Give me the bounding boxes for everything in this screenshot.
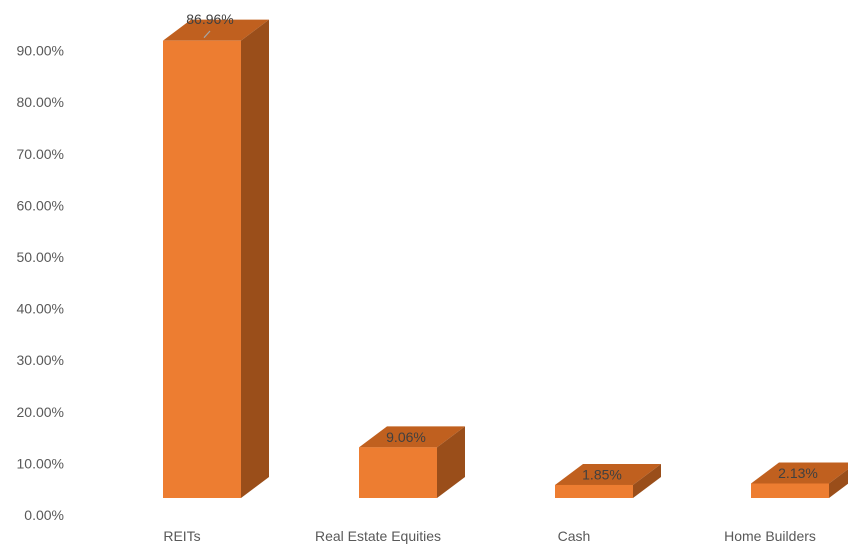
bar-top-face	[163, 19, 269, 41]
bar-front-face	[555, 484, 633, 498]
y-tick-label: 30.00%	[17, 352, 64, 368]
y-tick-label: 80.00%	[17, 94, 64, 110]
bar-side-face	[437, 426, 465, 498]
x-category-label: Home Builders	[724, 528, 816, 544]
data-label: 86.96%	[186, 11, 233, 27]
y-axis: 0.00% 10.00% 20.00% 30.00% 40.00% 50.00% 60.00…	[17, 43, 64, 523]
bar-top-face	[751, 462, 848, 484]
bar-front-face	[163, 40, 241, 498]
y-tick-label: 0.00%	[24, 507, 64, 523]
y-tick-label: 60.00%	[17, 197, 64, 213]
data-label-leader-line	[203, 30, 211, 39]
bar-side-face	[241, 19, 269, 498]
x-axis: REITs Real Estate Equities Cash Home Builde…	[163, 528, 816, 544]
bar: 2.13%	[751, 462, 848, 498]
x-category-label: Cash	[558, 528, 591, 544]
data-label: 1.85%	[582, 466, 622, 482]
x-category-label: Real Estate Equities	[315, 528, 441, 544]
data-label: 2.13%	[778, 465, 818, 481]
data-label: 9.06%	[386, 429, 426, 445]
bar-side-face	[633, 463, 661, 498]
bar: 1.85%	[555, 463, 661, 498]
y-tick-label: 70.00%	[17, 146, 64, 162]
y-tick-label: 90.00%	[17, 43, 64, 59]
x-category-label: REITs	[163, 528, 200, 544]
bar-side-face	[829, 469, 848, 498]
bar: 9.06%	[359, 426, 465, 498]
bar-front-face	[751, 483, 829, 498]
bar-top-face	[359, 426, 465, 448]
bar-front-face	[359, 447, 437, 498]
y-tick-label: 40.00%	[17, 301, 64, 317]
bar-top-face	[555, 463, 661, 485]
bars-group: 86.96% 9.06% 1.85% 2.13%	[163, 11, 848, 498]
bar: 86.96%	[163, 11, 269, 498]
y-tick-label: 50.00%	[17, 249, 64, 265]
y-tick-label: 10.00%	[17, 455, 64, 471]
y-tick-label: 20.00%	[17, 404, 64, 420]
